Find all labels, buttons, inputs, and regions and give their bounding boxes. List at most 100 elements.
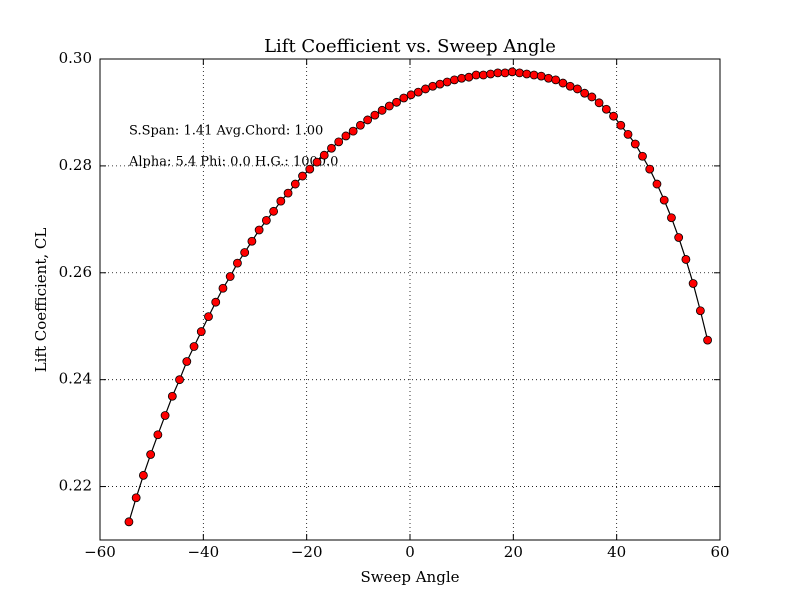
data-point <box>363 115 373 125</box>
data-point <box>305 164 315 174</box>
y-tick-label: 0.22 <box>59 477 92 495</box>
data-point <box>659 195 669 205</box>
data-point <box>283 188 293 198</box>
data-point <box>587 92 597 102</box>
data-point <box>486 69 496 79</box>
data-point <box>392 97 401 107</box>
data-point <box>196 327 206 336</box>
x-tick-label: −20 <box>291 543 323 561</box>
data-point <box>204 312 213 322</box>
annotation: S.Span: 1.41 Avg.Chord: 1.00 <box>129 124 323 139</box>
data-point <box>334 137 344 147</box>
data-point <box>594 98 604 108</box>
plot-frame <box>99 58 721 541</box>
data-point <box>573 84 582 94</box>
data-point <box>377 105 387 115</box>
data-point <box>406 90 416 100</box>
data-point <box>167 391 177 401</box>
data-point <box>225 272 235 281</box>
data-point <box>667 213 676 223</box>
data-point <box>609 111 618 121</box>
data-point <box>327 143 336 153</box>
chart-title: Lift Coefficient vs. Sweep Angle <box>264 36 556 57</box>
data-point <box>616 120 626 130</box>
data-point <box>515 68 524 78</box>
data-point <box>131 493 141 503</box>
data-point <box>536 71 546 81</box>
data-point <box>240 248 250 257</box>
data-point <box>471 70 481 80</box>
data-point <box>182 357 192 366</box>
data-point <box>580 88 590 98</box>
data-point <box>153 430 163 440</box>
data-point <box>464 72 474 82</box>
data-point <box>695 306 705 316</box>
y-tick-label: 0.26 <box>59 263 92 281</box>
data-point <box>211 297 221 307</box>
data-point <box>565 81 575 91</box>
data-point <box>442 77 452 87</box>
data-point <box>601 104 611 114</box>
data-point <box>160 411 170 420</box>
data-point <box>558 78 568 88</box>
data-point <box>688 279 698 288</box>
data-point <box>450 75 459 85</box>
data-point <box>413 87 423 97</box>
data-point <box>319 150 329 160</box>
y-tick-label: 0.30 <box>59 49 92 67</box>
data-point <box>146 450 156 459</box>
data-point <box>623 129 633 139</box>
data-point <box>261 216 271 225</box>
data-point <box>233 258 242 268</box>
data-point <box>218 283 228 293</box>
data-point <box>269 206 279 216</box>
data-point <box>384 101 394 111</box>
data-point <box>355 120 365 130</box>
data-point <box>703 335 712 345</box>
data-point <box>630 139 640 149</box>
data-point <box>421 84 430 94</box>
x-axis-label: Sweep Angle <box>360 568 459 586</box>
y-tick-label: 0.24 <box>59 370 92 388</box>
data-point <box>674 233 684 242</box>
data-point <box>399 93 409 103</box>
x-tick-label: 40 <box>607 543 626 561</box>
data-point <box>681 255 691 264</box>
data-point <box>276 196 286 206</box>
data-point <box>493 68 503 78</box>
data-point <box>435 79 445 89</box>
data-point <box>370 110 380 120</box>
data-point <box>290 179 300 189</box>
data-point <box>551 75 561 85</box>
x-tick-label: 60 <box>710 543 729 561</box>
data-point <box>312 157 322 167</box>
data-point <box>124 517 134 527</box>
data-point <box>529 70 539 80</box>
data-point <box>138 470 148 480</box>
x-tick-label: −40 <box>188 543 220 561</box>
data-point <box>341 131 351 141</box>
data-point <box>638 151 647 161</box>
y-tick-label: 0.28 <box>59 156 92 174</box>
x-tick-label: 20 <box>504 543 523 561</box>
data-point <box>457 73 467 83</box>
data-point <box>507 67 517 77</box>
data-point <box>652 179 662 189</box>
x-tick-label: −60 <box>84 543 116 561</box>
data-point <box>544 73 553 83</box>
data-point <box>500 68 510 78</box>
data-point <box>348 126 358 136</box>
data-point <box>298 171 307 181</box>
x-tick-label: 0 <box>405 543 415 561</box>
data-point <box>247 236 257 246</box>
data-point <box>254 225 264 235</box>
data-point <box>645 164 655 174</box>
data-point <box>189 342 199 351</box>
data-point <box>478 70 488 80</box>
y-axis-label: Lift Coefficient, CL <box>32 228 50 373</box>
data-point <box>175 375 184 385</box>
data-point <box>522 69 532 79</box>
data-point <box>428 81 438 91</box>
